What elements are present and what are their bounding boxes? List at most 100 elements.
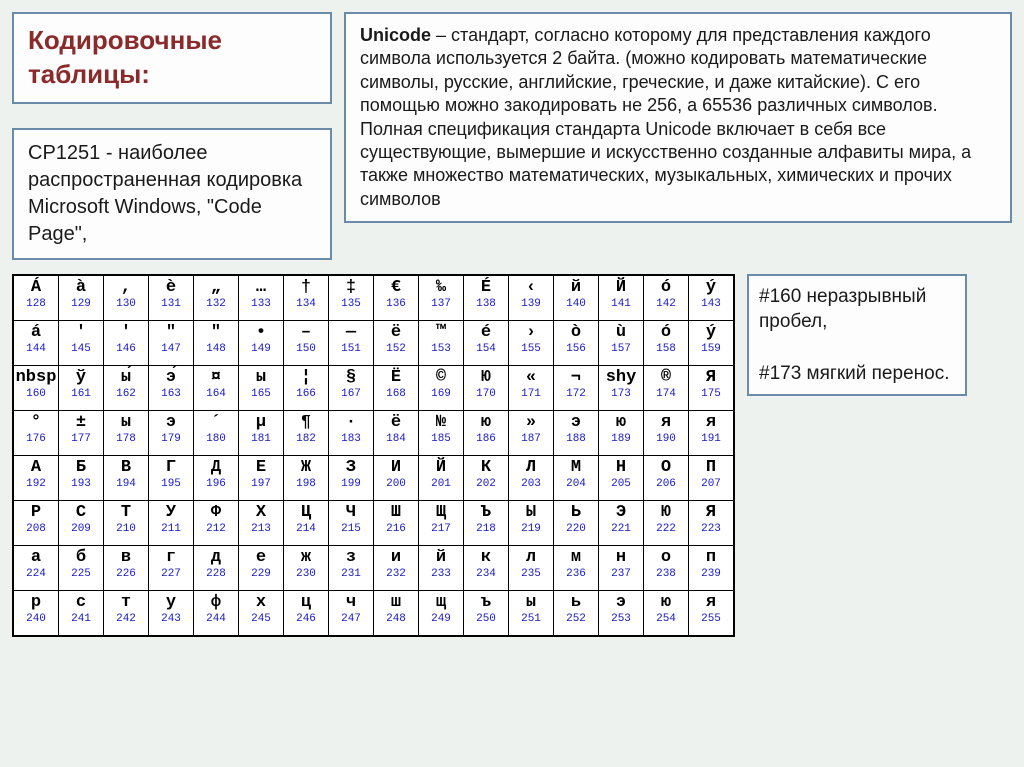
codepage-cell: ю186 — [464, 410, 509, 455]
cell-glyph: ó — [644, 276, 688, 299]
cell-code: 214 — [284, 524, 328, 537]
codepage-cell: ж230 — [284, 545, 329, 590]
cell-glyph: ў — [59, 366, 103, 389]
codepage-cell: ы́162 — [104, 365, 149, 410]
cell-code: 145 — [59, 344, 103, 357]
cell-glyph: ф — [194, 591, 238, 614]
cell-glyph: а — [14, 546, 58, 569]
cell-glyph: » — [509, 411, 553, 434]
cell-code: 179 — [149, 434, 193, 447]
codepage-cell: ·183 — [329, 410, 374, 455]
cell-glyph: С — [59, 501, 103, 524]
codepage-cell: ù157 — [599, 320, 644, 365]
cell-glyph: Ё — [374, 366, 418, 389]
codepage-cell: ,130 — [104, 275, 149, 321]
cell-code: 146 — [104, 344, 148, 357]
codepage-cell: Ю170 — [464, 365, 509, 410]
cell-glyph: з — [329, 546, 373, 569]
cell-code: 194 — [104, 479, 148, 492]
cell-glyph: й — [419, 546, 463, 569]
cell-glyph: З — [329, 456, 373, 479]
cell-code: 217 — [419, 524, 463, 537]
cell-code: 213 — [239, 524, 283, 537]
cell-code: 205 — [599, 479, 643, 492]
cell-code: 212 — [194, 524, 238, 537]
cell-glyph: х — [239, 591, 283, 614]
cell-glyph: € — [374, 276, 418, 299]
cell-code: 135 — [329, 299, 373, 312]
cell-glyph: П — [689, 456, 733, 479]
cell-glyph: Е — [239, 456, 283, 479]
codepage-cell: д228 — [194, 545, 239, 590]
cell-code: 227 — [149, 569, 193, 582]
cell-code: 139 — [509, 299, 553, 312]
cell-glyph: à — [59, 276, 103, 299]
cell-code: 165 — [239, 389, 283, 402]
cell-glyph: ' — [59, 321, 103, 344]
cell-glyph: Г — [149, 456, 193, 479]
cell-code: 221 — [599, 524, 643, 537]
codepage-cell: Á128 — [13, 275, 59, 321]
cell-code: 249 — [419, 614, 463, 627]
codepage-cell: €136 — [374, 275, 419, 321]
codepage-cell: о238 — [644, 545, 689, 590]
cell-code: 188 — [554, 434, 598, 447]
cell-code: 142 — [644, 299, 688, 312]
cell-glyph: к — [464, 546, 508, 569]
cell-code: 244 — [194, 614, 238, 627]
cell-code: 192 — [14, 479, 58, 492]
cell-glyph: Щ — [419, 501, 463, 524]
cell-glyph: ы — [509, 591, 553, 614]
cell-glyph: м — [554, 546, 598, 569]
cell-code: 174 — [644, 389, 688, 402]
cell-glyph: Ъ — [464, 501, 508, 524]
cell-code: 156 — [554, 344, 598, 357]
codepage-cell: '145 — [59, 320, 104, 365]
codepage-cell: ®174 — [644, 365, 689, 410]
codepage-cell: с241 — [59, 590, 104, 636]
cell-code: 226 — [104, 569, 148, 582]
cell-code: 254 — [644, 614, 688, 627]
cell-code: 197 — [239, 479, 283, 492]
codepage-cell: э́163 — [149, 365, 194, 410]
cell-code: 250 — [464, 614, 508, 627]
cell-glyph: э́ — [149, 366, 193, 389]
cell-glyph: ¤ — [194, 366, 238, 389]
cell-code: 211 — [149, 524, 193, 537]
codepage-cell: è131 — [149, 275, 194, 321]
codepage-cell: т242 — [104, 590, 149, 636]
cell-code: 198 — [284, 479, 328, 492]
codepage-cell: Щ217 — [419, 500, 464, 545]
cell-code: 255 — [689, 614, 733, 627]
codepage-cell: Э221 — [599, 500, 644, 545]
codepage-cell: ъ250 — [464, 590, 509, 636]
codepage-cell: э188 — [554, 410, 599, 455]
unicode-box: Unicode – стандарт, согласно которому дл… — [344, 12, 1012, 223]
codepage-cell: Ж198 — [284, 455, 329, 500]
cell-code: 143 — [689, 299, 733, 312]
codepage-cell: щ249 — [419, 590, 464, 636]
cell-glyph: Ю — [464, 366, 508, 389]
cell-code: 229 — [239, 569, 283, 582]
codepage-cell: á144 — [13, 320, 59, 365]
cell-glyph: я — [689, 411, 733, 434]
cell-glyph: … — [239, 276, 283, 299]
codepage-cell: Л203 — [509, 455, 554, 500]
codepage-cell: §167 — [329, 365, 374, 410]
cp1251-box: CP1251 - наиболее распространенная кодир… — [12, 128, 332, 260]
cell-code: 220 — [554, 524, 598, 537]
cell-glyph: В — [104, 456, 148, 479]
codepage-cell: п239 — [689, 545, 735, 590]
cell-code: 149 — [239, 344, 283, 357]
cell-glyph: ¬ — [554, 366, 598, 389]
codepage-cell: —151 — [329, 320, 374, 365]
codepage-cell: и232 — [374, 545, 419, 590]
codepage-cell: ó158 — [644, 320, 689, 365]
cell-glyph: ё — [374, 411, 418, 434]
cell-code: 253 — [599, 614, 643, 627]
cell-glyph: † — [284, 276, 328, 299]
cell-code: 242 — [104, 614, 148, 627]
codepage-cell: Р208 — [13, 500, 59, 545]
cell-code: 247 — [329, 614, 373, 627]
cell-glyph: shy — [599, 366, 643, 389]
